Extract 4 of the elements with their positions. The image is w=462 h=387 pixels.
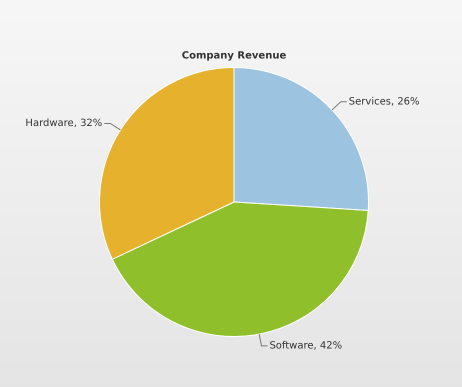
slice-label: Services, 26% [348,96,420,108]
slice-label: Software, 42% [269,340,342,352]
chart-title: Company Revenue [182,50,286,62]
slice-label: Hardware, 32% [25,118,102,130]
